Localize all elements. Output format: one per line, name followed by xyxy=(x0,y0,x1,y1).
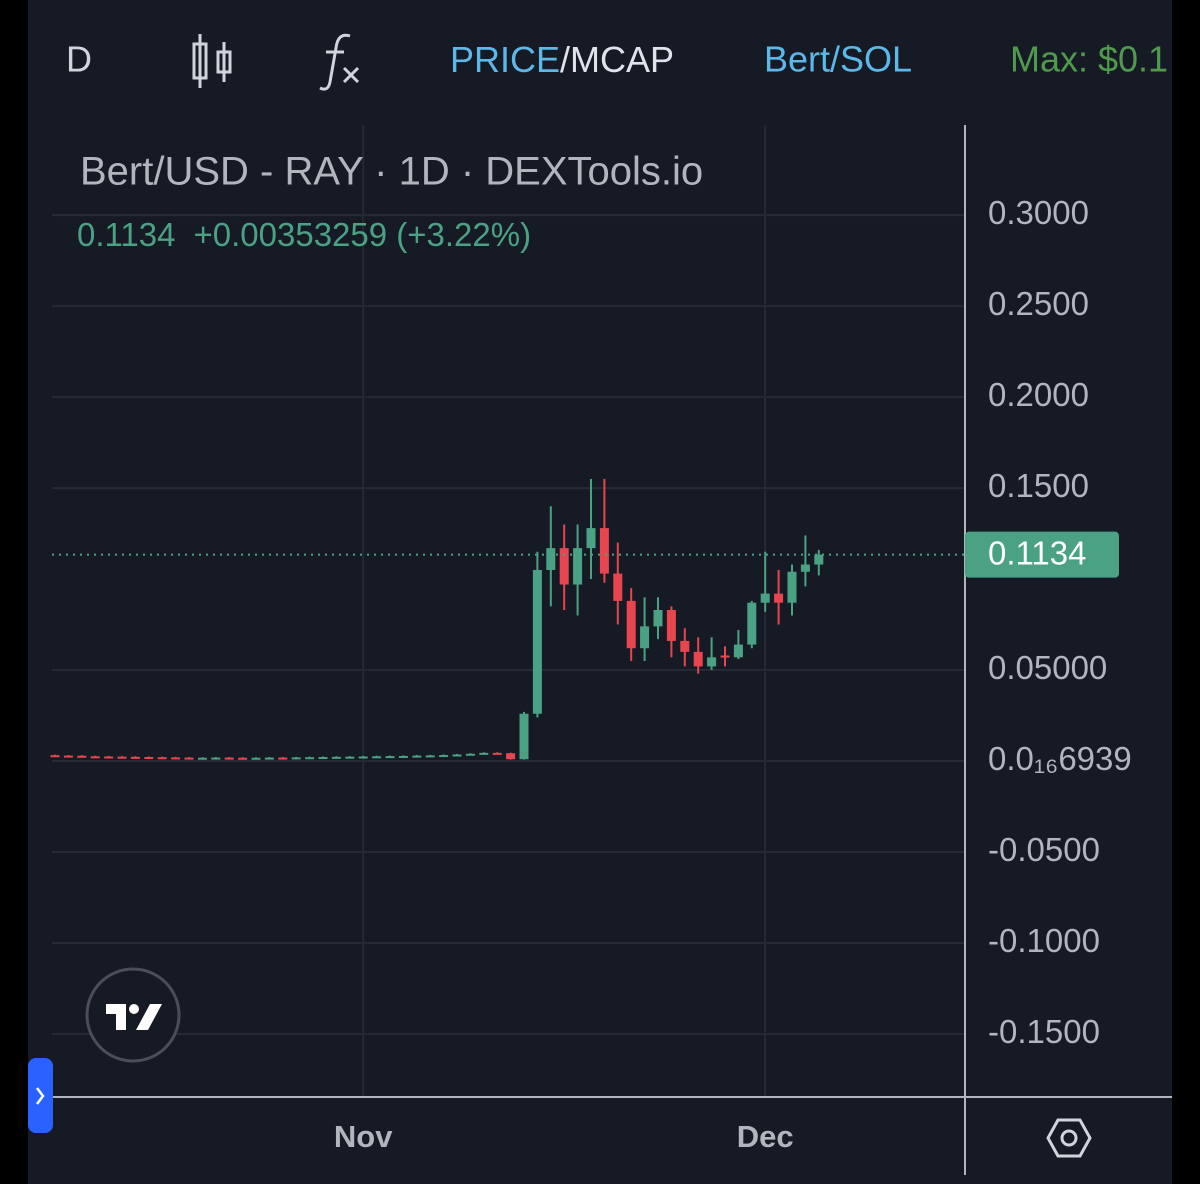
candle-body xyxy=(733,644,743,658)
price-option[interactable]: PRICE xyxy=(450,39,560,80)
interval-button[interactable]: D xyxy=(66,39,92,80)
candle-body xyxy=(264,757,274,760)
last-price-tag xyxy=(965,531,1119,578)
candle-body xyxy=(465,753,475,756)
candle-body xyxy=(90,756,100,759)
candle-body xyxy=(331,756,341,759)
settings-button[interactable] xyxy=(1046,1118,1092,1158)
candle-body xyxy=(546,548,556,570)
y-tick-label: 0.2500 xyxy=(988,285,1089,322)
candle-body xyxy=(774,593,784,603)
candle-body xyxy=(640,626,650,649)
candle-body xyxy=(492,752,502,755)
candle-body xyxy=(305,757,315,760)
candle-body xyxy=(385,756,395,759)
sidebar-arrow xyxy=(36,1087,45,1105)
candle-body xyxy=(800,564,810,572)
candle-body xyxy=(50,755,60,758)
candle-body xyxy=(573,548,583,585)
chart-title: Bert/USD - RAY · 1D · DEXTools.io xyxy=(80,150,703,194)
candle-body xyxy=(197,757,207,760)
candle-body xyxy=(626,600,636,649)
candle-body xyxy=(519,713,529,760)
legend-change: +0.00353259 (+3.22%) xyxy=(193,216,531,253)
candle-body xyxy=(586,528,596,549)
candle-body xyxy=(345,756,355,759)
pair-toggle[interactable]: Bert/SOL xyxy=(764,39,912,80)
grid xyxy=(52,125,965,1097)
candle-body xyxy=(251,757,261,760)
candle-body xyxy=(613,573,623,601)
candle-body xyxy=(224,757,234,760)
candle-body xyxy=(117,756,127,759)
candle-body xyxy=(171,757,181,760)
candle-body xyxy=(506,753,516,760)
price-mcap-toggle[interactable]: PRICE/MCAP xyxy=(450,39,674,80)
y-tick-label: -0.1500 xyxy=(988,1013,1100,1050)
candle-body xyxy=(747,602,757,645)
candle-body xyxy=(318,757,328,760)
candle-body xyxy=(680,640,690,652)
candle-body xyxy=(157,757,167,760)
y-tick-label: -0.1000 xyxy=(988,922,1100,959)
candle-body xyxy=(358,756,368,759)
candle-body xyxy=(439,755,449,758)
candle-body xyxy=(412,755,422,758)
candle-body xyxy=(63,755,73,758)
candle-body xyxy=(653,609,663,627)
y-tick-label: 0.0₁₆6939 xyxy=(988,740,1132,777)
candle-body xyxy=(707,657,717,667)
x-tick-label: Nov xyxy=(334,1119,393,1154)
y-tick-label: 0.2000 xyxy=(988,376,1089,413)
tradingview-logo[interactable] xyxy=(85,967,181,1063)
max-price: Max: $0.1 xyxy=(1010,39,1168,80)
y-tick-label: -0.0500 xyxy=(988,831,1100,868)
candle-body xyxy=(814,554,824,565)
y-tick-label: 0.05000 xyxy=(988,649,1107,686)
candle-body xyxy=(452,754,462,757)
candle-body xyxy=(372,756,382,759)
candle-body xyxy=(760,593,770,603)
candle-body xyxy=(184,757,194,760)
panel xyxy=(28,0,1172,1184)
candle-body xyxy=(787,571,797,603)
indicator-icon[interactable] xyxy=(319,33,360,91)
candle-body xyxy=(144,757,154,760)
candles xyxy=(50,478,965,760)
candle-body xyxy=(693,651,703,667)
mcap-option[interactable]: /MCAP xyxy=(560,39,674,80)
sidebar-toggle[interactable] xyxy=(28,1058,53,1133)
candle-body xyxy=(130,756,140,759)
candle-body xyxy=(238,757,248,760)
axis-tags: 0.3000 0.2500 0.2000 0.1500 0.05000 0.0₁₆6939… xyxy=(334,194,1132,1154)
candle-body xyxy=(666,609,676,641)
candle-icon[interactable] xyxy=(192,34,232,88)
candle-body xyxy=(278,757,288,760)
candle-body xyxy=(77,755,87,758)
y-tick-label: 0.3000 xyxy=(988,194,1089,231)
candle-body xyxy=(211,757,221,760)
candle-body xyxy=(559,548,569,585)
last-price-label: 0.1134 xyxy=(988,534,1086,571)
candle-body xyxy=(599,528,609,574)
candle-body xyxy=(720,655,730,658)
candle-body xyxy=(104,756,114,759)
legend-price: 0.1134 xyxy=(77,216,175,253)
candle-body xyxy=(398,755,408,758)
y-tick-label: 0.1500 xyxy=(988,467,1089,504)
candle-body xyxy=(291,757,301,760)
candle-body xyxy=(479,752,489,755)
candle-body xyxy=(425,755,435,758)
legend: 0.1134 +0.00353259 (+3.22%) xyxy=(77,216,531,253)
x-tick-label: Dec xyxy=(737,1119,794,1154)
candle-body xyxy=(532,569,542,714)
toolbar: D PRICE/MCAP Bert/SOL Max: $0.1 xyxy=(66,33,1168,91)
